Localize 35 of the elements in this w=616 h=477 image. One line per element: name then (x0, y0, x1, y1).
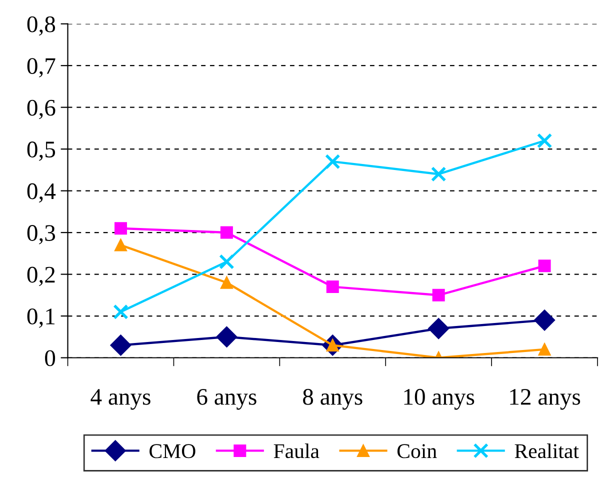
y-tick-label: 0,8 (27, 16, 56, 36)
y-tick-label: 0,4 (27, 183, 56, 203)
x-tick-label: 8 anys (303, 388, 362, 410)
point (428, 318, 450, 340)
point (432, 288, 445, 302)
x-tick-label: 4 anys (90, 389, 150, 410)
point (114, 222, 127, 235)
point (113, 304, 128, 320)
point (220, 226, 233, 239)
point (114, 238, 127, 252)
y-tick-label: 0,2 (27, 266, 55, 286)
point (538, 260, 551, 272)
legend-label: Coin (397, 444, 437, 458)
y-tick-label: 0,7 (27, 58, 56, 78)
x-tick-label: 6 anys (197, 388, 256, 410)
point (430, 166, 446, 182)
point (534, 310, 556, 331)
point (538, 343, 551, 356)
x-tick-label: 10 anys (404, 388, 474, 410)
point (326, 280, 339, 294)
legend-label: Realitat (514, 444, 579, 458)
point (536, 133, 552, 148)
point (219, 254, 234, 270)
point (216, 326, 238, 348)
x-tick-label: 12 anys (510, 388, 580, 410)
legend-label: CMO (150, 444, 196, 458)
y-tick-label: 0,5 (27, 142, 56, 161)
y-tick-label: 0,6 (27, 100, 56, 120)
point (110, 334, 132, 356)
legend-label: Faula (274, 444, 320, 458)
point (220, 276, 233, 289)
y-tick-label: 0,1 (27, 308, 55, 328)
y-tick-label: 0,3 (27, 225, 56, 244)
point (325, 154, 340, 170)
y-tick-label: 0 (45, 350, 56, 366)
